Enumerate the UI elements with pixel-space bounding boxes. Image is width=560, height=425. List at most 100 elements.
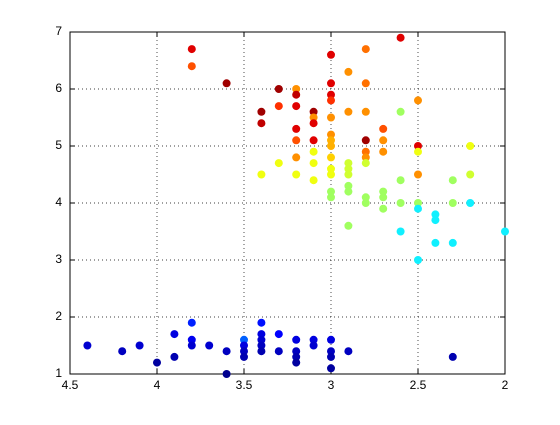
point	[344, 170, 353, 179]
point	[466, 170, 475, 179]
x-tick-label: 4	[154, 378, 161, 392]
point	[292, 170, 301, 179]
point	[153, 358, 161, 367]
point	[257, 318, 266, 327]
y-tick-label: 7	[55, 24, 62, 38]
y-tick-label: 2	[55, 309, 62, 323]
point	[327, 90, 335, 99]
point	[292, 153, 301, 162]
x-tick-label: 4.5	[62, 378, 79, 392]
point	[396, 33, 405, 42]
y-tick-label: 4	[55, 195, 62, 209]
point	[222, 370, 231, 378]
point	[309, 176, 318, 185]
y-tick-label: 5	[55, 138, 62, 152]
point	[240, 341, 248, 350]
point	[344, 181, 353, 190]
point	[257, 170, 266, 179]
point	[118, 347, 127, 356]
point	[309, 147, 318, 156]
point	[327, 130, 335, 139]
point	[327, 164, 335, 173]
x-tick-label: 3	[328, 378, 335, 392]
point	[379, 136, 388, 145]
point	[292, 352, 301, 361]
point	[240, 352, 248, 361]
point	[135, 341, 144, 350]
point	[414, 147, 422, 156]
plot-area	[69, 31, 506, 375]
point	[170, 352, 179, 361]
point	[327, 352, 335, 361]
point	[257, 347, 266, 356]
point	[379, 124, 388, 133]
y-tick-label: 6	[55, 81, 62, 95]
point	[361, 136, 370, 145]
point	[327, 347, 335, 356]
point	[327, 113, 335, 122]
point	[327, 136, 335, 145]
point	[170, 330, 179, 339]
point	[344, 164, 353, 173]
point	[414, 199, 422, 207]
point	[431, 210, 440, 219]
point	[414, 96, 422, 105]
point	[292, 335, 301, 344]
point	[361, 45, 370, 54]
point	[344, 159, 353, 168]
point	[327, 142, 335, 150]
point	[274, 102, 283, 111]
point	[292, 90, 301, 99]
point	[327, 153, 335, 162]
point	[414, 256, 422, 264]
point	[344, 67, 353, 76]
x-tick-label: 2	[502, 378, 509, 392]
point	[222, 347, 231, 356]
point	[431, 238, 440, 247]
point	[344, 187, 353, 196]
point	[292, 347, 301, 356]
point	[344, 107, 353, 116]
point	[344, 221, 353, 230]
point	[361, 193, 370, 202]
point	[344, 347, 353, 356]
x-tick-label: 2.5	[410, 378, 427, 392]
point	[292, 124, 301, 133]
point	[240, 335, 248, 344]
point	[396, 176, 405, 185]
point	[361, 79, 370, 88]
point	[396, 107, 405, 116]
point	[257, 107, 266, 116]
y-tick-label: 1	[55, 366, 62, 380]
point	[309, 335, 318, 344]
point	[396, 227, 405, 236]
point	[257, 330, 266, 339]
point	[309, 159, 318, 168]
point	[309, 341, 318, 350]
point	[361, 147, 370, 156]
point	[448, 352, 457, 361]
point	[292, 85, 301, 93]
point	[361, 107, 370, 116]
point	[309, 113, 318, 122]
point	[274, 159, 283, 168]
point	[448, 199, 457, 207]
point	[379, 204, 388, 213]
point	[379, 147, 388, 156]
point	[274, 347, 283, 356]
point	[309, 119, 318, 128]
point	[309, 136, 318, 145]
point	[414, 170, 422, 179]
point	[257, 119, 266, 128]
point	[257, 341, 266, 350]
point	[466, 199, 475, 207]
point	[327, 193, 335, 202]
point	[414, 142, 422, 150]
point	[222, 79, 231, 88]
point	[361, 199, 370, 207]
point	[205, 341, 214, 350]
point	[187, 318, 196, 327]
x-tick-label: 3.5	[236, 378, 253, 392]
point	[327, 79, 335, 88]
point	[379, 193, 388, 202]
